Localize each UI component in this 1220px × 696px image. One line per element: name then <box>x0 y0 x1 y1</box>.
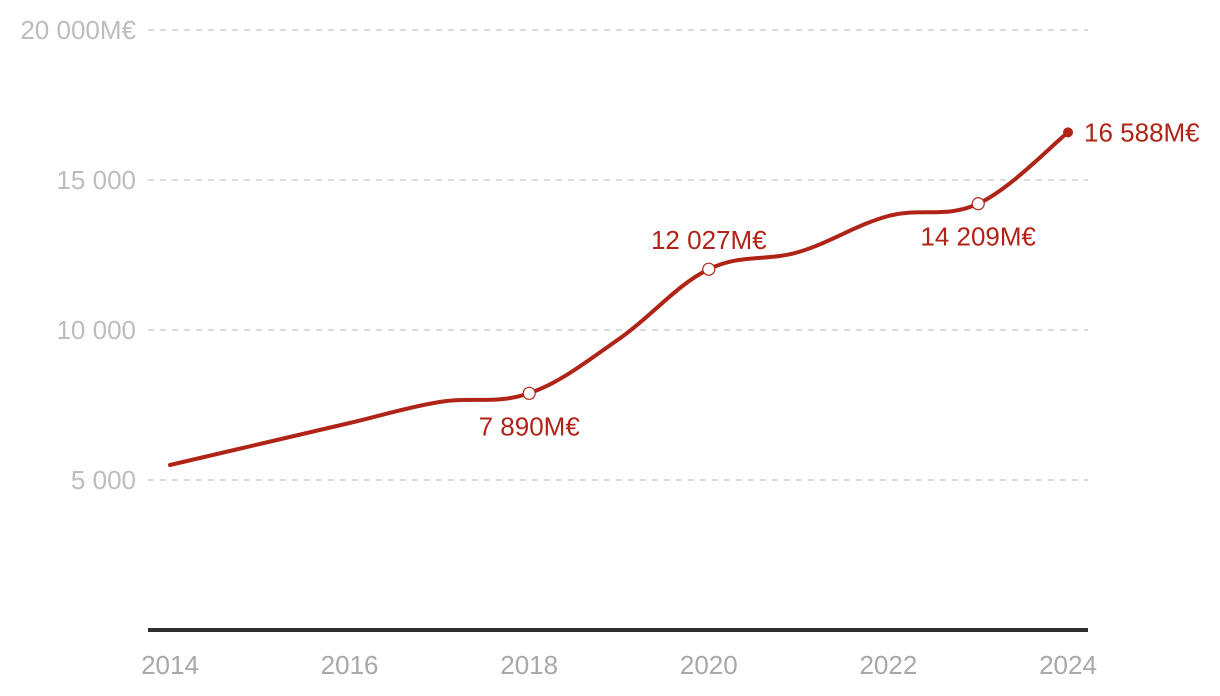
x-tick-label: 2018 <box>500 650 558 680</box>
data-label: 7 890M€ <box>479 411 581 441</box>
data-point-marker <box>1063 127 1073 138</box>
x-tick-label: 2024 <box>1039 650 1097 680</box>
x-tick-label: 2016 <box>321 650 379 680</box>
y-tick-label: 5 000 <box>71 465 136 495</box>
data-label: 14 209M€ <box>920 222 1036 252</box>
series-line <box>168 130 1070 467</box>
data-point-marker <box>702 262 716 276</box>
data-point-marker <box>971 197 985 211</box>
data-label: 12 027M€ <box>651 225 767 255</box>
annotations: 7 890M€ 12 027M€ 14 209M€ 16 588M€ <box>479 117 1201 441</box>
x-tick-label: 2014 <box>141 650 199 680</box>
y-tick-label: 20 000M€ <box>20 15 136 45</box>
y-tick-label: 15 000 <box>56 165 136 195</box>
y-gridlines: 5 000 10 000 15 000 20 000M€ <box>20 15 1088 495</box>
x-tick-label: 2022 <box>859 650 917 680</box>
x-tick-labels: 2014 2016 2018 2020 2022 2024 <box>141 650 1097 680</box>
x-tick-label: 2020 <box>680 650 738 680</box>
data-label: 16 588M€ <box>1084 117 1200 147</box>
y-tick-label: 10 000 <box>56 315 136 345</box>
data-point-marker <box>522 386 536 400</box>
